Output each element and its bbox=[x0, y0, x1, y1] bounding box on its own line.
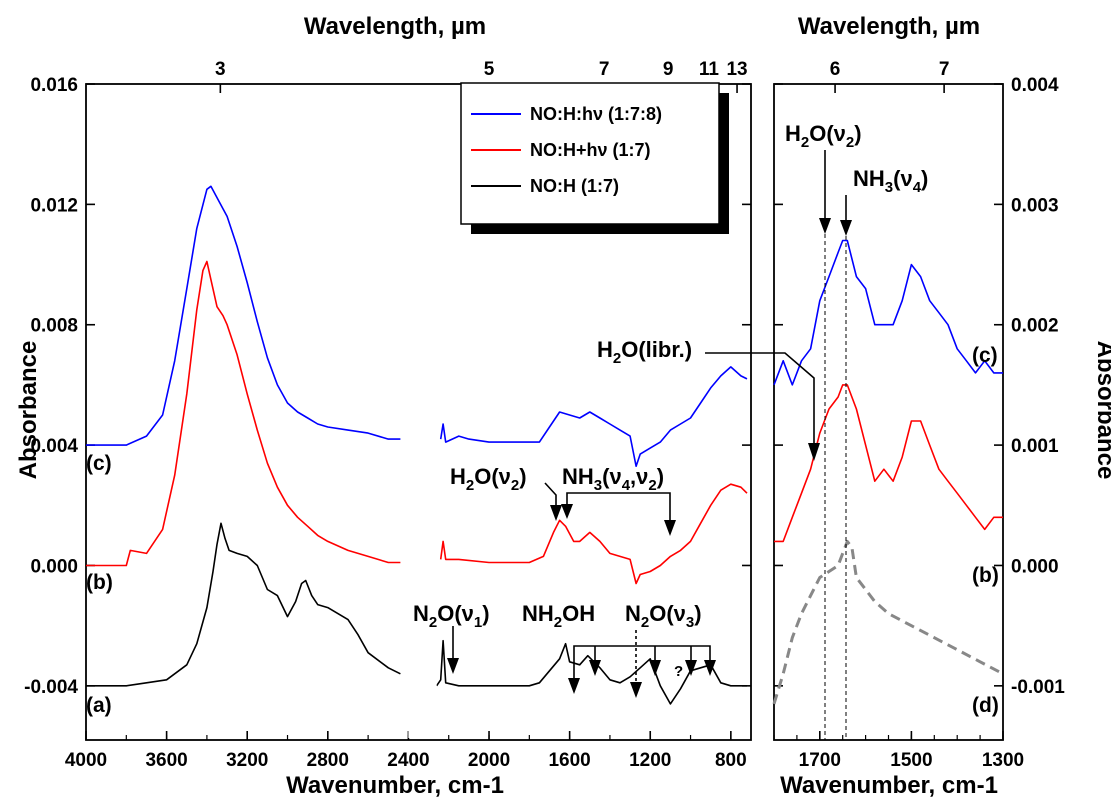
arrow-h2o-nu2 bbox=[544, 482, 557, 508]
ann-n2o-nu3: N2O(ν3) bbox=[625, 601, 702, 631]
main-ytick-label: 0.004 bbox=[30, 436, 78, 457]
arrowhead-n2o-nu3 bbox=[630, 682, 642, 698]
ann-question: ? bbox=[674, 663, 683, 680]
inset-x2-title: Wavelength, µm bbox=[798, 13, 980, 40]
main-ytick-label: 0.008 bbox=[30, 316, 78, 337]
main-ytick-label: 0.016 bbox=[30, 75, 78, 96]
ann-inset-h2o-nu2: H2O(ν2) bbox=[785, 121, 862, 151]
main-xtick-label: 2800 bbox=[307, 750, 349, 771]
main-label-a: (a) bbox=[86, 694, 112, 717]
arrowhead-nh3-left bbox=[561, 504, 573, 519]
inset-ytick-label: 0.000 bbox=[1011, 556, 1059, 577]
main-series-c bbox=[86, 185, 748, 467]
inset-ytick-label: 0.002 bbox=[1011, 316, 1059, 337]
main-label-b: (b) bbox=[86, 571, 113, 594]
ann-h2o-nu2: H2O(ν2) bbox=[450, 464, 527, 494]
ann-inset-nh3-nu4: NH3(ν4) bbox=[853, 166, 928, 196]
main-xtick-label: 800 bbox=[715, 750, 747, 771]
main-xtick-label: 2400 bbox=[387, 750, 429, 771]
main-series-b bbox=[86, 260, 748, 585]
inset-ytick-label: 0.003 bbox=[1011, 195, 1059, 216]
main-top-tick-label: 9 bbox=[663, 59, 674, 80]
arrowhead-nh2oh-2 bbox=[589, 660, 601, 676]
bracket-nh2oh bbox=[573, 645, 711, 680]
inset-series-b bbox=[774, 384, 1003, 543]
main-xtick-label: 1600 bbox=[548, 750, 590, 771]
main-x-title: Wavenumber, cm-1 bbox=[286, 772, 504, 799]
main-axis-break bbox=[408, 86, 437, 738]
annotations-inset bbox=[819, 150, 852, 740]
main-ytick-label: -0.004 bbox=[24, 677, 78, 698]
inset-y-title: Absorbance bbox=[1092, 341, 1111, 480]
main-xtick-label: 4000 bbox=[65, 750, 107, 771]
arrowhead-h2o-libr bbox=[808, 443, 820, 461]
inset-xtick-label: 1500 bbox=[890, 750, 932, 771]
main-label-c: (c) bbox=[86, 452, 112, 475]
inset-label-c: (c) bbox=[972, 344, 998, 367]
ann-h2o-libr: H2O(libr.) bbox=[597, 337, 692, 367]
main-ytick-label: 0.012 bbox=[30, 195, 78, 216]
main-top-tick-label: 13 bbox=[726, 59, 747, 80]
arrowhead-nh2oh-4 bbox=[685, 660, 697, 676]
inset-ytick-label: 0.004 bbox=[1011, 75, 1059, 96]
bracket-nh3 bbox=[566, 492, 671, 522]
arrow-h2o-libr bbox=[705, 352, 815, 447]
arrowhead-nh2oh-5 bbox=[704, 660, 716, 676]
inset-ytick-label: -0.001 bbox=[1011, 677, 1065, 698]
inset-label-b: (b) bbox=[972, 564, 999, 587]
legend-label-a: NO:H (1:7) bbox=[530, 176, 619, 196]
legend: NO:H:hν (1:7:8) NO:H+hν (1:7) NO:H (1:7) bbox=[460, 82, 729, 234]
main-xtick-label: 3600 bbox=[145, 750, 187, 771]
main-xtick-label: 3200 bbox=[226, 750, 268, 771]
ann-nh2oh: NH2OH bbox=[522, 601, 595, 631]
arrowhead-inset-nh3 bbox=[840, 220, 852, 236]
main-y-title: Absorbance bbox=[15, 341, 42, 480]
main-top-tick-label: 3 bbox=[215, 59, 226, 80]
inset-ytick-label: 0.001 bbox=[1011, 436, 1059, 457]
main-frame bbox=[85, 83, 752, 741]
inset-top-tick-label: 7 bbox=[939, 59, 950, 80]
main-xtick-label: 2000 bbox=[468, 750, 510, 771]
inset-xtick-label: 1700 bbox=[799, 750, 841, 771]
arrowhead-nh3-right bbox=[664, 520, 676, 536]
arrowhead-n2o-nu1 bbox=[447, 658, 459, 674]
inset-series-c bbox=[773, 239, 1003, 386]
inset-top-tick-label: 6 bbox=[830, 59, 841, 80]
inset-series-d bbox=[772, 539, 1004, 705]
arrowhead-h2o-nu2 bbox=[550, 505, 562, 521]
legend-label-b: NO:H+hν (1:7) bbox=[530, 140, 651, 160]
inset-label-d: (d) bbox=[972, 694, 999, 717]
annotations-main bbox=[447, 352, 820, 698]
main-top-tick-label: 11 bbox=[699, 59, 720, 80]
arrowhead-inset-h2o bbox=[819, 218, 831, 234]
main-top-tick-label: 5 bbox=[484, 59, 495, 80]
arrowhead-nh2oh-1 bbox=[568, 678, 580, 694]
arrowhead-nh2oh-3 bbox=[649, 660, 661, 676]
ann-nh3-nu4-nu2: NH3(ν4,ν2) bbox=[562, 464, 664, 494]
legend-label-c: NO:H:hν (1:7:8) bbox=[530, 104, 662, 124]
main-top-tick-label: 7 bbox=[599, 59, 610, 80]
main-xtick-label: 1200 bbox=[629, 750, 671, 771]
main-ytick-label: 0.000 bbox=[30, 556, 78, 577]
inset-xtick-label: 1300 bbox=[982, 750, 1024, 771]
inset-plot: 1700 1500 1300 6 7 -0.001 0.000 0.001 0.002 0.003… bbox=[772, 59, 1065, 771]
legend-box bbox=[460, 82, 720, 225]
main-x2-title: Wavelength, µm bbox=[304, 13, 486, 40]
main-plot: 4000 3600 3200 2800 2400 2000 1600 1200 800 3 5 7 9 1… bbox=[24, 59, 752, 771]
inset-x-title: Wavenumber, cm-1 bbox=[780, 772, 998, 799]
